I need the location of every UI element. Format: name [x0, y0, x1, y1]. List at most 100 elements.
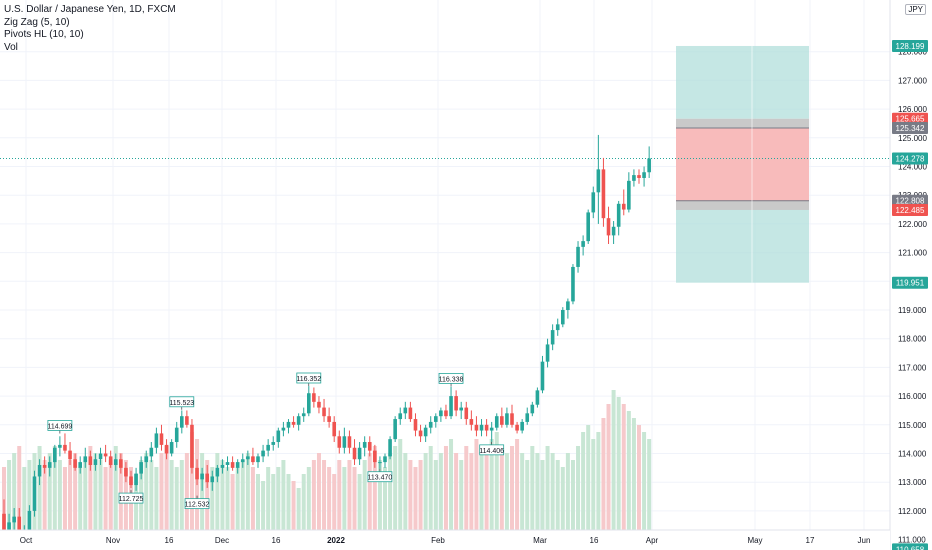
candle-body — [342, 436, 347, 448]
candle-body — [108, 456, 113, 465]
candle-body — [616, 203, 621, 227]
candle-body — [27, 510, 32, 531]
candle-body — [322, 407, 326, 417]
price-tick-label: 127.000 — [898, 76, 927, 85]
candle-body — [439, 410, 443, 417]
candle-body — [378, 462, 382, 464]
volume-bar — [154, 467, 159, 530]
candlestick-series — [2, 134, 651, 546]
volume-bar — [576, 446, 581, 530]
volume-bar — [78, 467, 83, 530]
volume-bar — [210, 467, 215, 530]
volume-bar — [637, 425, 641, 530]
candle-body — [469, 419, 474, 425]
time-tick-label: 17 — [806, 536, 815, 545]
candle-body — [494, 416, 499, 428]
candle-body — [632, 175, 636, 181]
candle-body — [7, 522, 11, 534]
zigzag-label-box — [47, 420, 73, 431]
candle-body — [489, 427, 494, 431]
time-tick-label: 16 — [590, 536, 599, 545]
volume-bars — [2, 390, 652, 530]
candle-body — [459, 407, 463, 411]
chart-legend: U.S. Dollar / Japanese Yen, 1D, FXCM Zig… — [4, 4, 176, 54]
candle-body — [205, 473, 209, 483]
volume-bar — [271, 474, 276, 530]
candle-body — [220, 464, 225, 468]
candle-body — [586, 212, 590, 242]
volume-bar — [266, 467, 271, 530]
candle-body — [398, 413, 403, 420]
candle-body — [571, 266, 575, 302]
candle-body — [32, 476, 37, 511]
volume-bar — [27, 460, 32, 530]
volume-bar — [591, 439, 596, 530]
candle-body — [393, 419, 397, 440]
volume-bar — [454, 453, 459, 530]
candle-body — [362, 442, 367, 448]
candle-body — [190, 424, 194, 468]
candle-body — [525, 413, 530, 422]
price-tick-label: 118.000 — [898, 335, 927, 344]
candle-body — [434, 416, 438, 422]
candle-body — [505, 413, 509, 425]
candle-body — [510, 413, 514, 425]
volume-bar — [57, 460, 62, 530]
zigzag-label-box — [479, 444, 505, 456]
price-label-box — [892, 543, 928, 550]
zigzag-label: 114.406 — [479, 448, 504, 455]
volume-bar — [499, 446, 504, 530]
candle-body — [215, 467, 220, 477]
candle-body — [408, 407, 413, 420]
volume-bar — [276, 467, 281, 530]
time-tick-label: 2022 — [327, 536, 345, 545]
price-tick-label: 115.000 — [898, 421, 927, 430]
volume-bar — [22, 467, 27, 530]
volume-bar — [362, 460, 367, 530]
volume-bar — [291, 481, 296, 530]
candle-body — [423, 427, 428, 437]
position-zones — [0, 45, 890, 283]
time-tick-label: Nov — [106, 536, 120, 545]
volume-bar — [62, 467, 67, 530]
candle-body — [383, 456, 387, 463]
candle-body — [515, 424, 519, 431]
candle-body — [174, 427, 179, 443]
pivots-indicator-label[interactable]: Pivots HL (10, 10) — [4, 29, 84, 40]
candle-body — [566, 301, 570, 310]
target-zone-upper — [676, 45, 809, 119]
zigzag-labels: 114.699 112.725 115.523 112.532 116.352 113.4… — [47, 372, 505, 510]
price-tick-label: 126.000 — [898, 105, 927, 114]
volume-bar — [113, 446, 118, 530]
volume-bar — [200, 453, 205, 530]
volume-bar — [296, 488, 301, 530]
volume-bar — [2, 467, 6, 530]
candle-body — [647, 158, 651, 173]
candle-body — [581, 241, 585, 247]
price-tick-label: 124.000 — [898, 163, 927, 172]
volume-bar — [261, 481, 266, 530]
candle-body — [261, 450, 265, 457]
candle-body — [17, 516, 22, 537]
volume-bar — [383, 467, 387, 530]
volume-bar — [73, 453, 78, 530]
zigzag-indicator-label[interactable]: Zig Zag (5, 10) — [4, 16, 70, 28]
price-tick-label: 117.000 — [898, 363, 927, 372]
candle-body — [195, 467, 199, 480]
candle-body — [164, 444, 169, 454]
candle-body — [159, 433, 164, 445]
volume-bar — [98, 460, 103, 530]
candle-body — [550, 330, 555, 345]
volume-bar — [337, 460, 342, 530]
volume-indicator-label[interactable]: Vol — [4, 41, 18, 53]
candle-body — [276, 430, 281, 443]
volume-bar — [550, 453, 555, 530]
price-label: 122.485 — [896, 206, 925, 215]
candle-body — [449, 396, 453, 417]
volume-bar — [352, 467, 357, 530]
volume-bar — [586, 425, 591, 530]
candle-body — [540, 361, 545, 391]
volume-bar — [515, 439, 520, 530]
currency-badge[interactable]: JPY — [905, 4, 926, 15]
